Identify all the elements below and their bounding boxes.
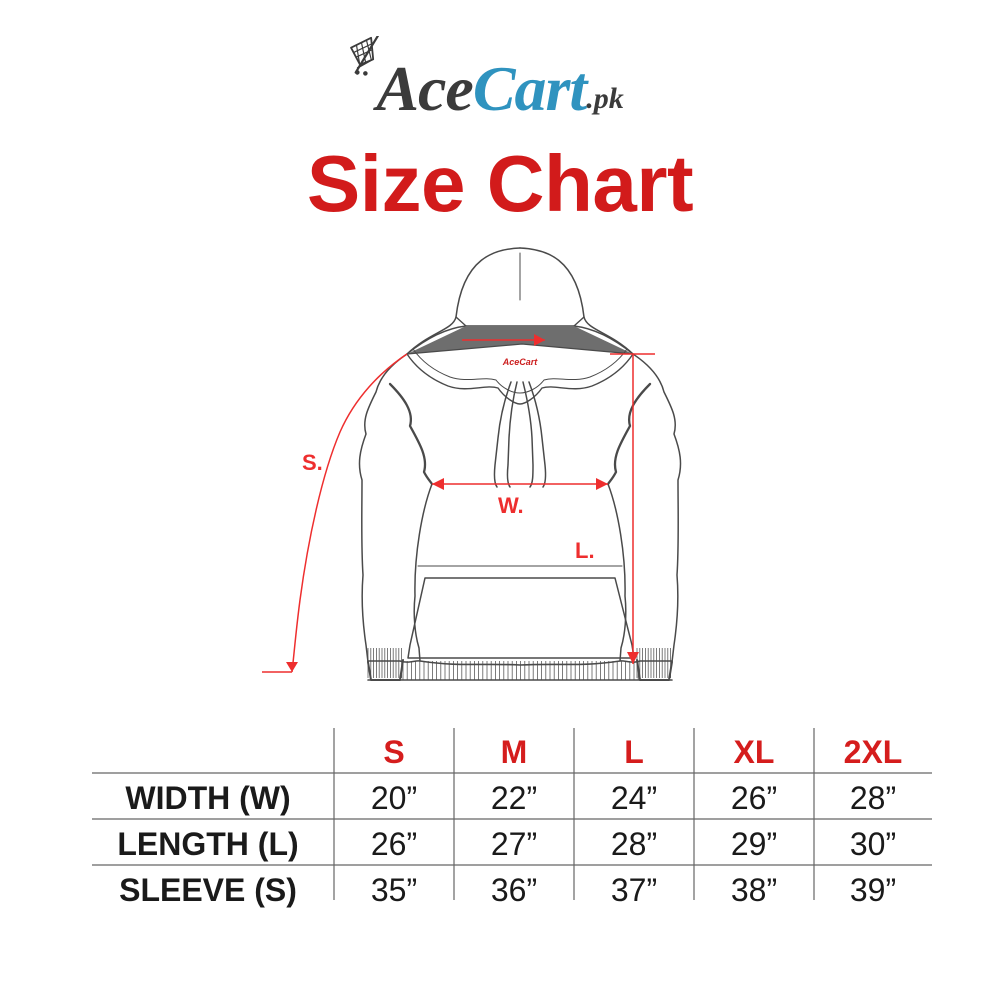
svg-text:W.: W. <box>498 493 524 518</box>
svg-text:S.: S. <box>302 450 323 475</box>
svg-text:L.: L. <box>575 538 595 563</box>
svg-text:AceCart: AceCart <box>502 357 539 367</box>
